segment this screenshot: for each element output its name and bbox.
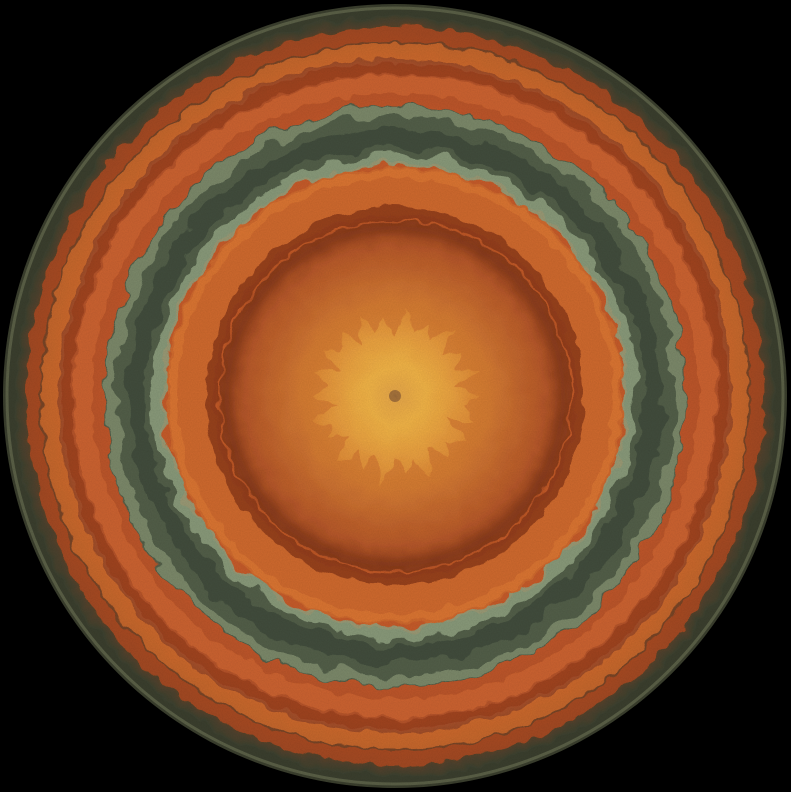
ring-disc	[3, 4, 787, 788]
scene	[3, 4, 787, 788]
